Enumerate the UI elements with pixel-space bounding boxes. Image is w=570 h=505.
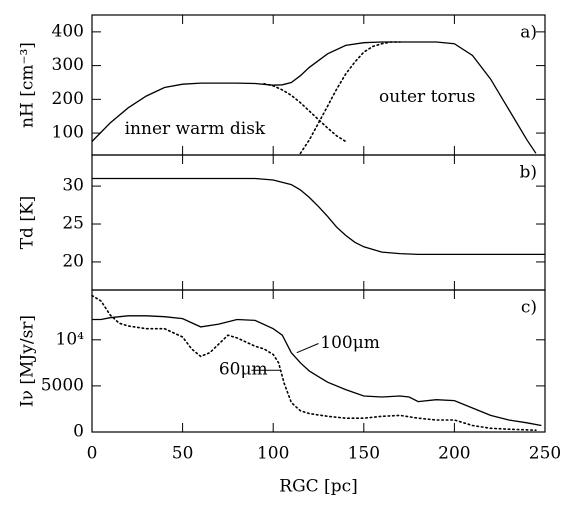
plot-frame xyxy=(91,289,546,433)
y-axis-label: Td [K] xyxy=(18,196,38,250)
x-tick-label: 100 xyxy=(257,444,289,464)
series-annotation: 60μm xyxy=(219,360,268,380)
data-line xyxy=(91,294,537,431)
y-tick-label: 0 xyxy=(73,422,84,442)
panel-label: c) xyxy=(521,298,537,318)
annotation-leader xyxy=(296,343,319,354)
series-annotation: 100μm xyxy=(320,333,380,353)
y-tick-label: 10⁴ xyxy=(56,329,85,349)
series-annotation: inner warm disk xyxy=(125,119,266,139)
data-line xyxy=(92,315,542,427)
data-line xyxy=(263,83,347,143)
series-annotation: outer torus xyxy=(379,87,475,107)
y-tick-label: 5000 xyxy=(41,375,84,395)
y-tick-label: 25 xyxy=(62,214,84,234)
y-axis-label: nH [cm⁻³] xyxy=(18,42,38,128)
x-tick-label: 200 xyxy=(438,444,470,464)
x-tick-label: 150 xyxy=(348,444,380,464)
data-line xyxy=(92,177,545,256)
panel-label: a) xyxy=(520,23,537,43)
plot-frame xyxy=(91,154,546,291)
y-tick-label: 100 xyxy=(52,123,84,143)
y-tick-label: 300 xyxy=(52,55,84,75)
y-tick-label: 400 xyxy=(52,21,84,41)
y-tick-label: 200 xyxy=(52,89,84,109)
y-tick-label: 30 xyxy=(62,176,84,196)
x-tick-label: 0 xyxy=(87,444,98,464)
y-axis-label: Iν [MJy/sr] xyxy=(18,315,38,407)
panel-label: b) xyxy=(519,163,537,183)
data-line xyxy=(91,41,537,154)
x-axis-label: RGC [pc] xyxy=(279,477,357,497)
data-line xyxy=(299,41,401,155)
x-tick-label: 250 xyxy=(529,444,561,464)
x-tick-label: 50 xyxy=(172,444,194,464)
y-tick-label: 20 xyxy=(62,251,84,271)
